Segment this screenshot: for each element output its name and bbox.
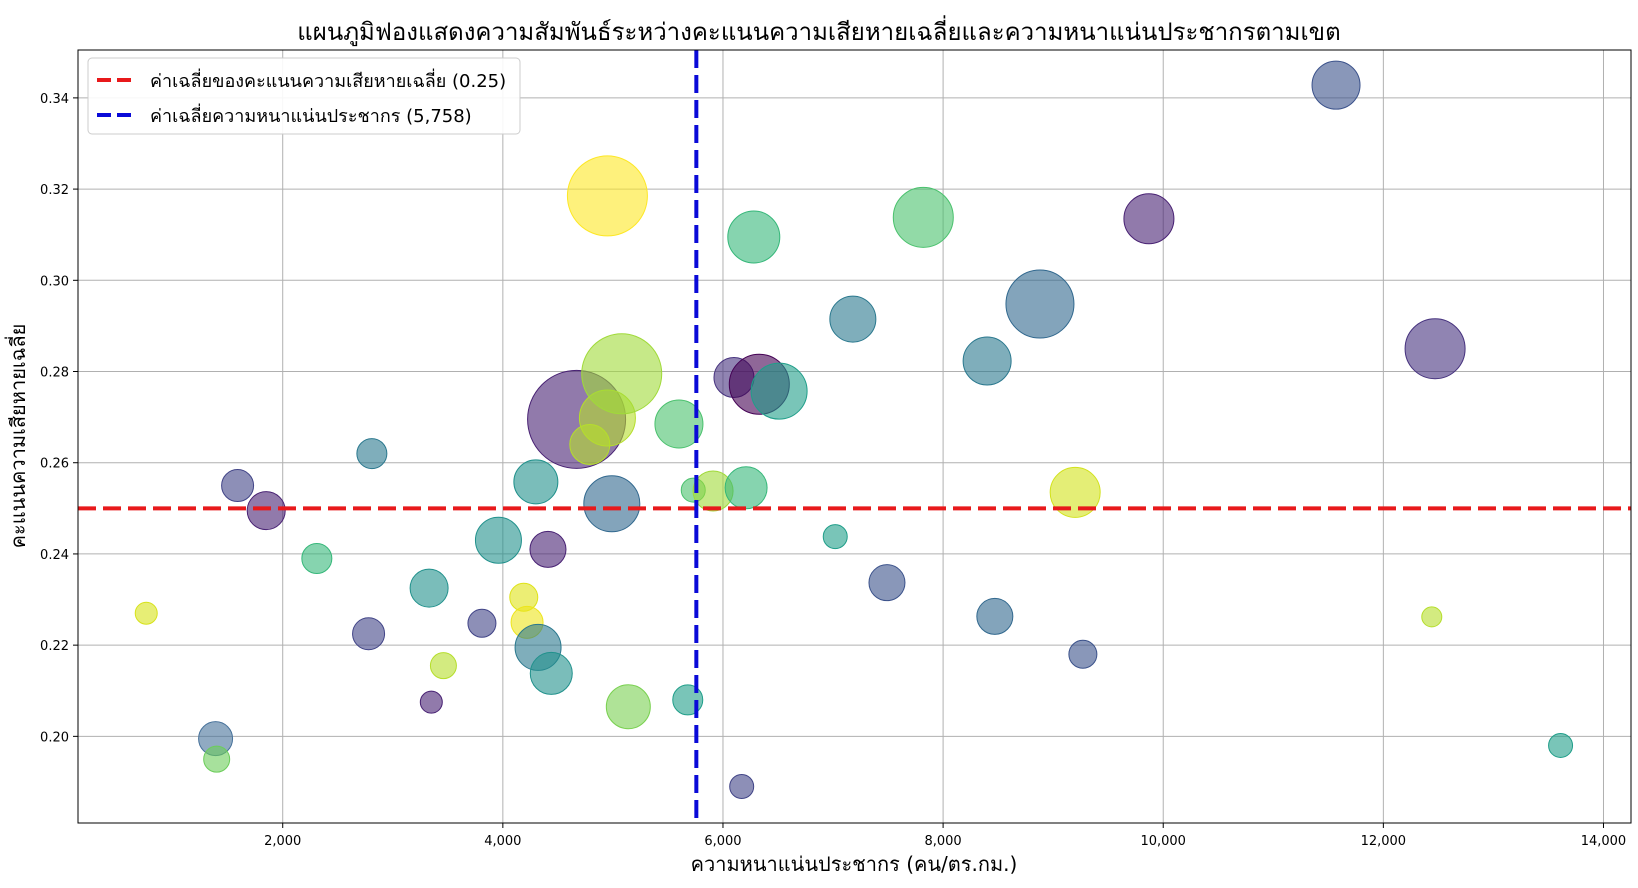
bubble — [1005, 269, 1075, 339]
y-tick-label: 0.20 — [40, 730, 69, 745]
legend: ค่าเฉลี่ยของคะแนนความเสียหายเฉลี่ย (0.25… — [87, 57, 521, 135]
bubble — [583, 475, 641, 533]
bubble — [529, 651, 573, 695]
y-tick-label: 0.22 — [40, 639, 69, 654]
bubble — [822, 524, 848, 550]
x-axis-ticks: 2,000 4,000 6,000 8,000 10,000 12,000 14,000 — [264, 823, 1626, 849]
x-tick-label: 14,000 — [1581, 834, 1627, 849]
bubble — [1068, 639, 1098, 669]
bubble — [1548, 732, 1574, 758]
bubble — [729, 774, 755, 800]
x-tick-label: 8,000 — [924, 834, 961, 849]
bubble — [419, 690, 443, 714]
y-tick-label: 0.32 — [40, 183, 69, 198]
bubble — [581, 333, 663, 415]
bubble — [724, 466, 768, 510]
bubble — [356, 438, 388, 470]
bubble — [605, 684, 651, 730]
bubble — [529, 530, 567, 568]
y-tick-label: 0.30 — [40, 274, 69, 289]
y-tick-label: 0.26 — [40, 457, 69, 472]
x-tick-label: 4,000 — [484, 834, 521, 849]
bubble — [203, 745, 231, 773]
bubble — [1049, 466, 1101, 518]
grid-lines — [78, 50, 1631, 823]
bubble — [566, 155, 648, 237]
y-tick-label: 0.24 — [40, 548, 69, 563]
y-axis-ticks: 0.20 0.22 0.24 0.26 0.28 0.30 0.32 0.34 — [40, 92, 78, 745]
x-tick-label: 2,000 — [264, 834, 301, 849]
y-tick-label: 0.28 — [40, 366, 69, 381]
bubble — [513, 459, 559, 505]
bubble — [246, 491, 286, 531]
legend-label-mean-damage: ค่าเฉลี่ยของคะแนนความเสียหายเฉลี่ย (0.25… — [150, 68, 506, 92]
x-axis-label: ความหนาแน่นประชากร (คน/ตร.กม.) — [691, 852, 1018, 876]
bubble — [134, 601, 158, 625]
y-axis-label: คะแนนความเสียหายเฉลี่ย — [4, 324, 30, 549]
bubble — [1404, 318, 1466, 380]
bubble — [1311, 60, 1361, 110]
bubble — [409, 568, 449, 608]
bubble — [892, 186, 954, 248]
chart-title: แผนภูมิฟองแสดงความสัมพันธ์ระหว่างคะแนนคว… — [297, 15, 1340, 47]
bubble — [1123, 193, 1175, 245]
x-tick-label: 10,000 — [1140, 834, 1186, 849]
y-tick-label: 0.34 — [40, 92, 69, 107]
bubble — [467, 608, 497, 638]
bubble — [429, 652, 457, 680]
legend-box — [87, 57, 521, 135]
plot-area-frame — [77, 49, 1632, 824]
bubble — [750, 362, 808, 420]
bubble — [976, 597, 1014, 635]
bubble — [829, 295, 877, 343]
bubble — [474, 516, 522, 564]
bubble — [1421, 606, 1443, 628]
bubble — [654, 399, 704, 449]
bubbles — [134, 60, 1574, 800]
bubble — [301, 542, 333, 574]
x-tick-label: 12,000 — [1361, 834, 1407, 849]
bubble — [221, 469, 255, 503]
x-tick-label: 6,000 — [704, 834, 741, 849]
bubble — [962, 336, 1012, 386]
bubble — [868, 564, 906, 602]
legend-label-mean-density: ค่าเฉลี่ยความหนาแน่นประชากร (5,758) — [150, 103, 472, 127]
bubble — [727, 210, 781, 264]
bubble — [352, 617, 386, 651]
